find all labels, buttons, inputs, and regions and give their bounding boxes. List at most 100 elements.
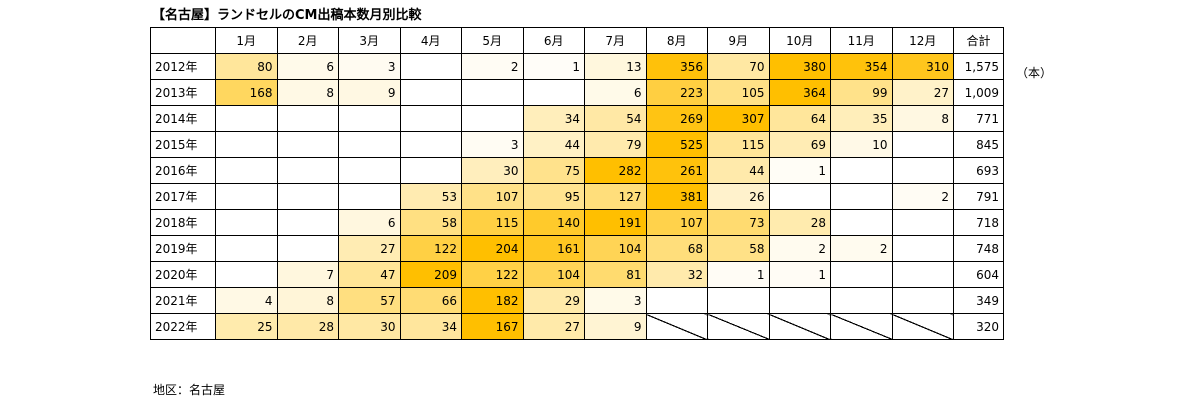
- heat-cell: 8: [276, 287, 339, 314]
- month-header: 12月: [891, 27, 954, 54]
- no-data-cell: [768, 313, 831, 340]
- empty-cell: [399, 157, 462, 184]
- heat-cell: 1: [522, 53, 585, 80]
- heat-cell: 261: [645, 157, 708, 184]
- heat-cell: 1: [707, 261, 770, 288]
- heat-cell: 28: [768, 209, 831, 236]
- heat-cell: 104: [522, 261, 585, 288]
- heat-cell: 27: [338, 235, 401, 262]
- heat-cell: 122: [461, 261, 524, 288]
- empty-cell: [891, 261, 954, 288]
- empty-cell: [891, 131, 954, 158]
- table-row: 2021年 4 8 57 66 182 29 3 349: [150, 287, 1004, 314]
- empty-cell: [399, 79, 462, 106]
- heat-cell: 25: [215, 313, 278, 340]
- month-header: 6月: [522, 27, 585, 54]
- region-label: 地区：名古屋: [153, 383, 226, 397]
- empty-cell: [215, 235, 278, 262]
- year-label: 2014年: [150, 105, 216, 132]
- table-row: 2017年 53 107 95 127 381 26 2 791: [150, 183, 1004, 210]
- total-cell: 771: [953, 105, 1004, 132]
- empty-cell: [276, 157, 339, 184]
- year-label: 2018年: [150, 209, 216, 236]
- heat-cell: 27: [522, 313, 585, 340]
- heat-cell: 1: [768, 261, 831, 288]
- year-label: 2022年: [150, 313, 216, 340]
- heat-cell: 81: [584, 261, 647, 288]
- empty-cell: [522, 79, 585, 106]
- empty-cell: [830, 261, 893, 288]
- empty-cell: [215, 131, 278, 158]
- month-header: 10月: [768, 27, 831, 54]
- empty-cell: [891, 209, 954, 236]
- heat-cell: 6: [276, 53, 339, 80]
- heat-cell: 191: [584, 209, 647, 236]
- no-data-cell: [891, 313, 954, 340]
- table-row: 2020年 7 47 209 122 104 81 32 1 1 604: [150, 261, 1004, 288]
- empty-cell: [891, 235, 954, 262]
- year-label: 2013年: [150, 79, 216, 106]
- month-header: 3月: [338, 27, 401, 54]
- heat-cell: 35: [830, 105, 893, 132]
- year-label: 2019年: [150, 235, 216, 262]
- empty-cell: [891, 157, 954, 184]
- heat-cell: 80: [215, 53, 278, 80]
- heat-cell: 107: [645, 209, 708, 236]
- heat-cell: 380: [768, 53, 831, 80]
- empty-cell: [276, 131, 339, 158]
- year-label: 2020年: [150, 261, 216, 288]
- heat-cell: 64: [768, 105, 831, 132]
- total-header: 合計: [953, 27, 1004, 54]
- heat-cell: 182: [461, 287, 524, 314]
- total-cell: 845: [953, 131, 1004, 158]
- empty-cell: [461, 79, 524, 106]
- empty-cell: [399, 53, 462, 80]
- table-row: 2015年 3 44 79 525 115 69 10 845: [150, 131, 1004, 158]
- heat-cell: 30: [338, 313, 401, 340]
- empty-cell: [215, 183, 278, 210]
- empty-cell: [891, 287, 954, 314]
- month-header: 9月: [707, 27, 770, 54]
- table-body: 2012年 80 6 3 2 1 13 356 70 380 354 310 1,575 2013年 168…: [150, 53, 1004, 340]
- heat-cell: 26: [707, 183, 770, 210]
- table-row: 2019年 27 122 204 161 104 68 58 2 2 748: [150, 235, 1004, 262]
- month-header: 11月: [830, 27, 893, 54]
- total-cell: 791: [953, 183, 1004, 210]
- empty-cell: [768, 287, 831, 314]
- month-header: 8月: [645, 27, 708, 54]
- heat-cell: 79: [584, 131, 647, 158]
- table-row: 2018年 6 58 115 140 191 107 73 28 718: [150, 209, 1004, 236]
- unit-label: （本）: [1016, 66, 1053, 80]
- heat-cell: 34: [522, 105, 585, 132]
- empty-cell: [276, 209, 339, 236]
- empty-cell: [645, 287, 708, 314]
- heat-cell: 3: [338, 53, 401, 80]
- heat-cell: 269: [645, 105, 708, 132]
- heat-cell: 282: [584, 157, 647, 184]
- total-cell: 604: [953, 261, 1004, 288]
- heat-cell: 161: [522, 235, 585, 262]
- year-label: 2021年: [150, 287, 216, 314]
- heat-cell: 68: [645, 235, 708, 262]
- total-cell: 1,009: [953, 79, 1004, 106]
- no-data-cell: [830, 313, 893, 340]
- heat-cell: 53: [399, 183, 462, 210]
- heat-cell: 2: [830, 235, 893, 262]
- heat-cell: 9: [584, 313, 647, 340]
- heat-cell: 28: [276, 313, 339, 340]
- month-header: 4月: [399, 27, 462, 54]
- empty-cell: [338, 183, 401, 210]
- total-cell: 693: [953, 157, 1004, 184]
- empty-cell: [215, 157, 278, 184]
- heat-cell: 10: [830, 131, 893, 158]
- heat-cell: 127: [584, 183, 647, 210]
- empty-cell: [399, 105, 462, 132]
- heat-cell: 8: [276, 79, 339, 106]
- empty-cell: [338, 105, 401, 132]
- heat-cell: 44: [522, 131, 585, 158]
- heat-cell: 58: [399, 209, 462, 236]
- heat-cell: 32: [645, 261, 708, 288]
- empty-cell: [830, 287, 893, 314]
- table-row: 2016年 30 75 282 261 44 1 693: [150, 157, 1004, 184]
- heat-cell: 9: [338, 79, 401, 106]
